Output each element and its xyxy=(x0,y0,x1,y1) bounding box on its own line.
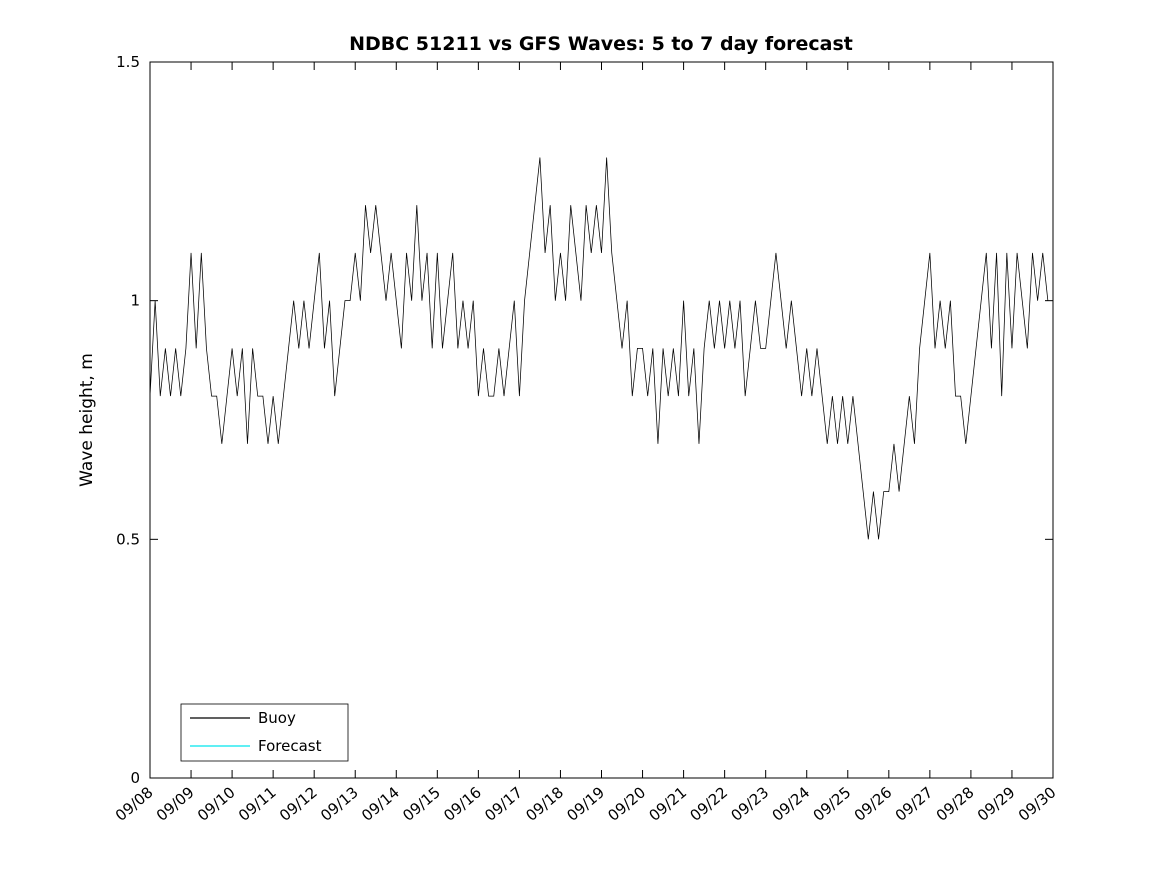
x-tick-label: 09/20 xyxy=(604,783,649,825)
series-line-buoy xyxy=(149,157,1049,540)
x-tick-label: 09/24 xyxy=(769,783,814,825)
chart-title: NDBC 51211 vs GFS Waves: 5 to 7 day fore… xyxy=(349,33,853,55)
x-tick-label: 09/13 xyxy=(317,783,362,825)
x-tick-label: 09/14 xyxy=(358,783,403,825)
y-tick-label: 1.5 xyxy=(116,53,140,71)
x-tick-label: 09/18 xyxy=(522,783,567,825)
x-tick-label: 09/08 xyxy=(112,783,157,825)
legend-box xyxy=(180,703,349,762)
x-tick-label: 09/11 xyxy=(235,783,280,825)
y-tick-label: 0.5 xyxy=(116,530,140,548)
x-tick-label: 09/30 xyxy=(1015,783,1060,825)
x-tick-label: 09/21 xyxy=(645,783,690,825)
y-tick-label: 0 xyxy=(130,769,140,787)
x-tick-label: 09/26 xyxy=(851,783,896,825)
axis-ticks xyxy=(149,61,1054,779)
y-axis-label: Wave height, m xyxy=(77,353,97,487)
x-tick-label: 09/12 xyxy=(276,783,321,825)
x-tick-label: 09/19 xyxy=(563,783,608,825)
x-tick-label: 09/09 xyxy=(153,783,198,825)
x-tick-label: 09/29 xyxy=(974,783,1019,825)
x-tick-label: 09/17 xyxy=(481,783,526,825)
legend-label-buoy: Buoy xyxy=(258,709,296,727)
x-tick-label: 09/28 xyxy=(933,783,978,825)
x-tick-label: 09/22 xyxy=(687,783,732,825)
data-series xyxy=(149,157,1049,540)
y-tick-labels: 0 0.5 1 1.5 xyxy=(116,53,140,787)
x-tick-label: 09/27 xyxy=(892,783,937,825)
y-tick-label: 1 xyxy=(130,292,140,310)
legend: Buoy Forecast xyxy=(180,703,349,762)
legend-label-forecast: Forecast xyxy=(258,737,322,755)
x-tick-label: 09/10 xyxy=(194,783,239,825)
x-tick-label: 09/23 xyxy=(728,783,773,825)
x-tick-label: 09/25 xyxy=(810,783,855,825)
axes-box xyxy=(149,61,1054,779)
x-tick-labels: 09/0809/0909/1009/1109/1209/1309/1409/15… xyxy=(112,783,1060,825)
x-tick-label: 09/15 xyxy=(399,783,444,825)
x-tick-label: 09/16 xyxy=(440,783,485,825)
